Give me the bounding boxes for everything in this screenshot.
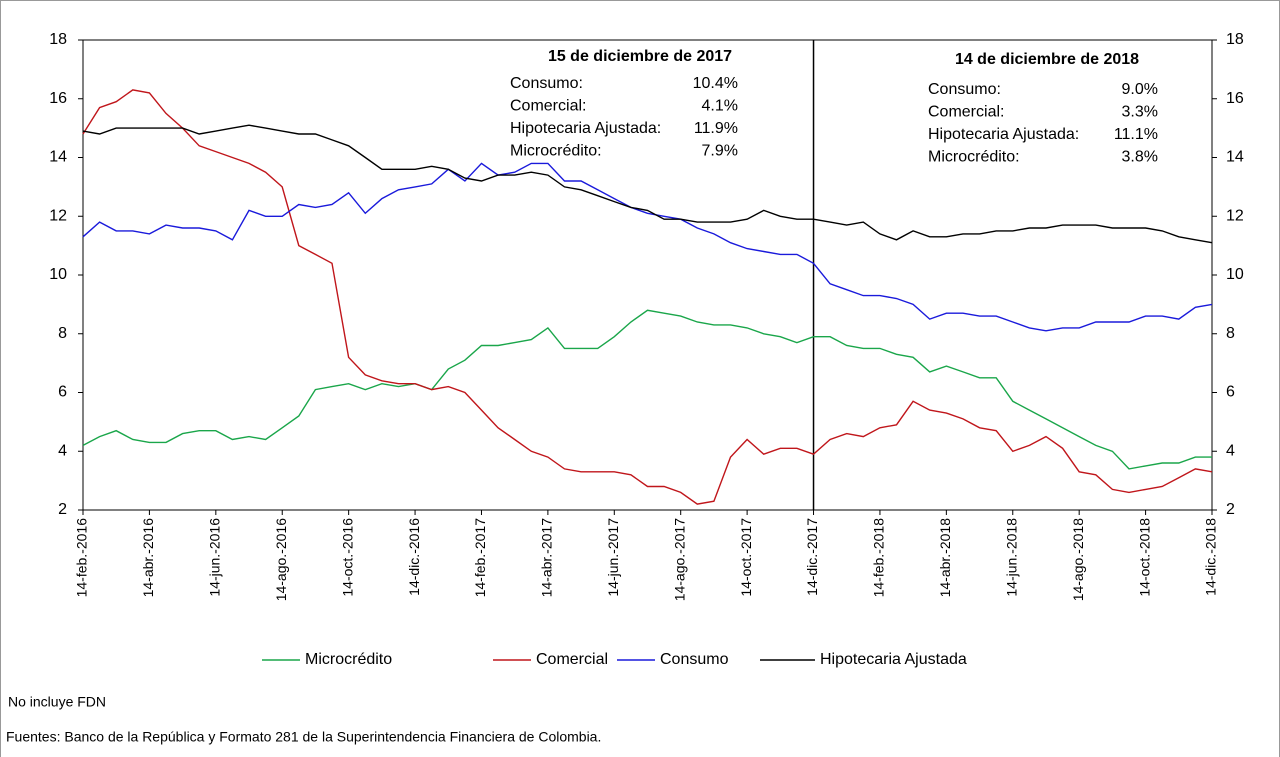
annotation-value: 9.0% (1122, 81, 1158, 98)
y-tick-label: 18 (49, 31, 67, 48)
x-tick-label: 14-feb.-2017 (472, 518, 488, 598)
y-tick-label: 16 (49, 90, 67, 107)
annotation-label: Hipotecaria Ajustada: (928, 126, 1079, 143)
x-tick-label: 14-oct.-2018 (1136, 518, 1152, 597)
note: No incluye FDN (8, 694, 106, 710)
y-tick-label: 14 (49, 149, 67, 166)
annotation-value: 7.9% (702, 143, 738, 160)
x-tick-label: 14-abr.-2016 (140, 518, 156, 598)
annotation-value: 3.8% (1122, 149, 1158, 166)
y-tick-label: 2 (58, 501, 67, 518)
series-line (82, 162, 1213, 332)
note: Fuentes: Banco de la República y Formato… (6, 729, 601, 745)
y2-tick-label: 14 (1226, 149, 1244, 166)
annotation-value: 11.1% (1114, 126, 1158, 143)
y2-tick-label: 2 (1226, 501, 1235, 518)
annotation-label: Consumo: (510, 75, 583, 92)
y2-tick-label: 12 (1226, 207, 1244, 224)
x-tick-label: 14-feb.-2016 (74, 518, 90, 598)
y2-tick-label: 16 (1226, 90, 1244, 107)
legend-label: Comercial (536, 651, 608, 668)
y-tick-label: 4 (58, 442, 67, 459)
x-tick-label: 14-jun.-2018 (1003, 518, 1019, 597)
x-tick-label: 14-ago.-2018 (1070, 518, 1086, 602)
annotation-label: Microcrédito: (928, 149, 1020, 166)
x-tick-label: 14-ago.-2016 (273, 518, 289, 602)
annotation-label: Hipotecaria Ajustada: (510, 120, 661, 137)
x-tick-label: 14-feb.-2018 (871, 518, 887, 598)
legend-label: Hipotecaria Ajustada (820, 651, 967, 668)
x-tick-label: 14-abr.-2017 (539, 518, 555, 598)
x-tick-label: 14-dic.-2016 (406, 518, 422, 596)
annotation-value: 3.3% (1122, 104, 1158, 121)
x-tick-label: 14-dic.-2018 (1203, 518, 1219, 596)
x-tick-label: 14-dic.-2017 (804, 518, 820, 596)
legend-label: Consumo (660, 651, 729, 668)
annotation-label: Comercial: (510, 98, 586, 115)
series-line (82, 309, 1212, 470)
series-line (82, 124, 1213, 244)
y2-tick-label: 4 (1226, 442, 1235, 459)
y2-tick-label: 10 (1226, 266, 1244, 283)
y2-tick-label: 8 (1226, 325, 1235, 342)
x-tick-label: 14-jun.-2017 (605, 518, 621, 597)
x-tick-label: 14-oct.-2017 (738, 518, 754, 597)
annotation-label: Microcrédito: (510, 143, 602, 160)
x-tick-label: 14-ago.-2017 (671, 518, 687, 602)
x-tick-label: 14-jun.-2016 (207, 518, 223, 597)
x-tick-label: 14-oct.-2016 (339, 518, 355, 597)
annotation-value: 4.1% (702, 98, 738, 115)
annotation-label: Consumo: (928, 81, 1001, 98)
annotation-title: 14 de diciembre de 2018 (955, 51, 1139, 68)
annotation-value: 10.4% (693, 75, 738, 92)
y2-tick-label: 18 (1226, 31, 1244, 48)
legend-label: Microcrédito (305, 651, 392, 668)
annotation-value: 11.9% (694, 120, 738, 137)
y-tick-label: 12 (49, 207, 67, 224)
annotation-title: 15 de diciembre de 2017 (548, 48, 732, 65)
annotation-label: Comercial: (928, 104, 1004, 121)
y-tick-label: 10 (49, 266, 67, 283)
y2-tick-label: 6 (1226, 384, 1235, 401)
y-tick-label: 8 (58, 325, 67, 342)
y-tick-label: 6 (58, 384, 67, 401)
series-line (82, 89, 1213, 505)
x-tick-label: 14-abr.-2018 (937, 518, 953, 598)
